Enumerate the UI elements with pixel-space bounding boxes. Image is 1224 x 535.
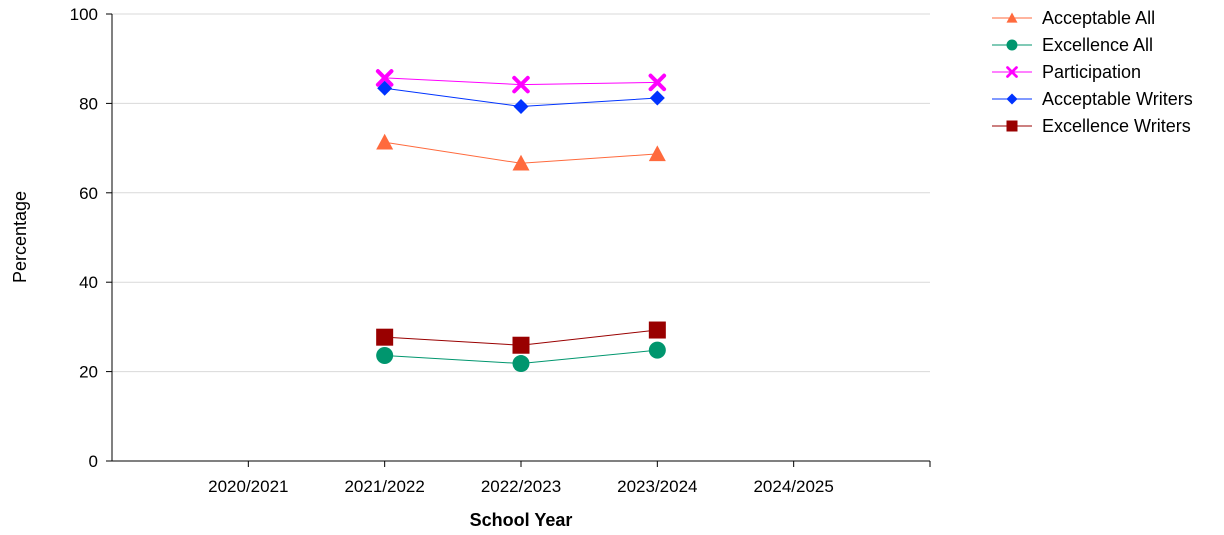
data-point-excellence-writers [512, 336, 530, 354]
x-tick-label: 2023/2024 [617, 477, 697, 496]
data-point-excellence-writers [648, 321, 666, 339]
axes: 0 20 40 60 80 100 2020/2021 2021/2022 2022/2023 2… [70, 5, 931, 496]
y-tick-label: 60 [79, 184, 98, 203]
data-point-acceptable-all [648, 145, 666, 162]
legend-marker [1006, 93, 1018, 105]
data-point-participation [512, 75, 530, 94]
legend-item-acceptable-all: Acceptable All [992, 8, 1155, 28]
series-group [375, 69, 667, 373]
legend-marker [1006, 66, 1018, 78]
series-excellence-writers [376, 321, 666, 354]
data-point-acceptable-all [512, 154, 530, 171]
legend-marker [1006, 120, 1018, 132]
data-point-excellence-writers [376, 328, 394, 346]
y-tick-label: 100 [70, 5, 98, 24]
x-tick-label: 2022/2023 [481, 477, 561, 496]
data-point-participation [375, 69, 394, 87]
x-tick-label: 2020/2021 [208, 477, 288, 496]
legend-item-participation: Participation [992, 62, 1141, 82]
series-participation [375, 69, 667, 94]
y-tick-label: 0 [89, 452, 98, 471]
legend-label: Participation [1042, 62, 1141, 82]
legend-label: Acceptable All [1042, 8, 1155, 28]
x-tick-label: 2021/2022 [344, 477, 424, 496]
y-tick-label: 20 [79, 363, 98, 382]
x-axis-title: School Year [470, 510, 573, 530]
data-point-excellence-all [376, 347, 394, 365]
series-excellence-all [376, 341, 666, 373]
gridlines [112, 13, 930, 373]
legend-marker [1006, 39, 1018, 51]
data-point-acceptable-writers [377, 80, 393, 96]
y-tick-label: 40 [79, 273, 98, 292]
legend: Acceptable All Excellence All Participatio… [992, 8, 1193, 136]
data-point-acceptable-writers [649, 90, 665, 106]
data-point-excellence-all [648, 341, 666, 359]
legend-item-excellence-all: Excellence All [992, 35, 1153, 55]
legend-item-acceptable-writers: Acceptable Writers [992, 89, 1193, 109]
series-acceptable-all [376, 133, 666, 171]
data-point-excellence-all [512, 355, 530, 373]
legend-label: Acceptable Writers [1042, 89, 1193, 109]
legend-item-excellence-writers: Excellence Writers [992, 116, 1191, 136]
legend-marker [1006, 12, 1018, 23]
x-tick-label: 2024/2025 [753, 477, 833, 496]
series-acceptable-writers [377, 80, 665, 115]
data-point-acceptable-writers [513, 99, 529, 115]
y-tick-label: 80 [79, 94, 98, 113]
legend-label: Excellence Writers [1042, 116, 1191, 136]
y-axis-title: Percentage [10, 191, 30, 283]
legend-label: Excellence All [1042, 35, 1153, 55]
data-point-acceptable-all [376, 133, 394, 150]
data-point-participation [648, 73, 667, 92]
